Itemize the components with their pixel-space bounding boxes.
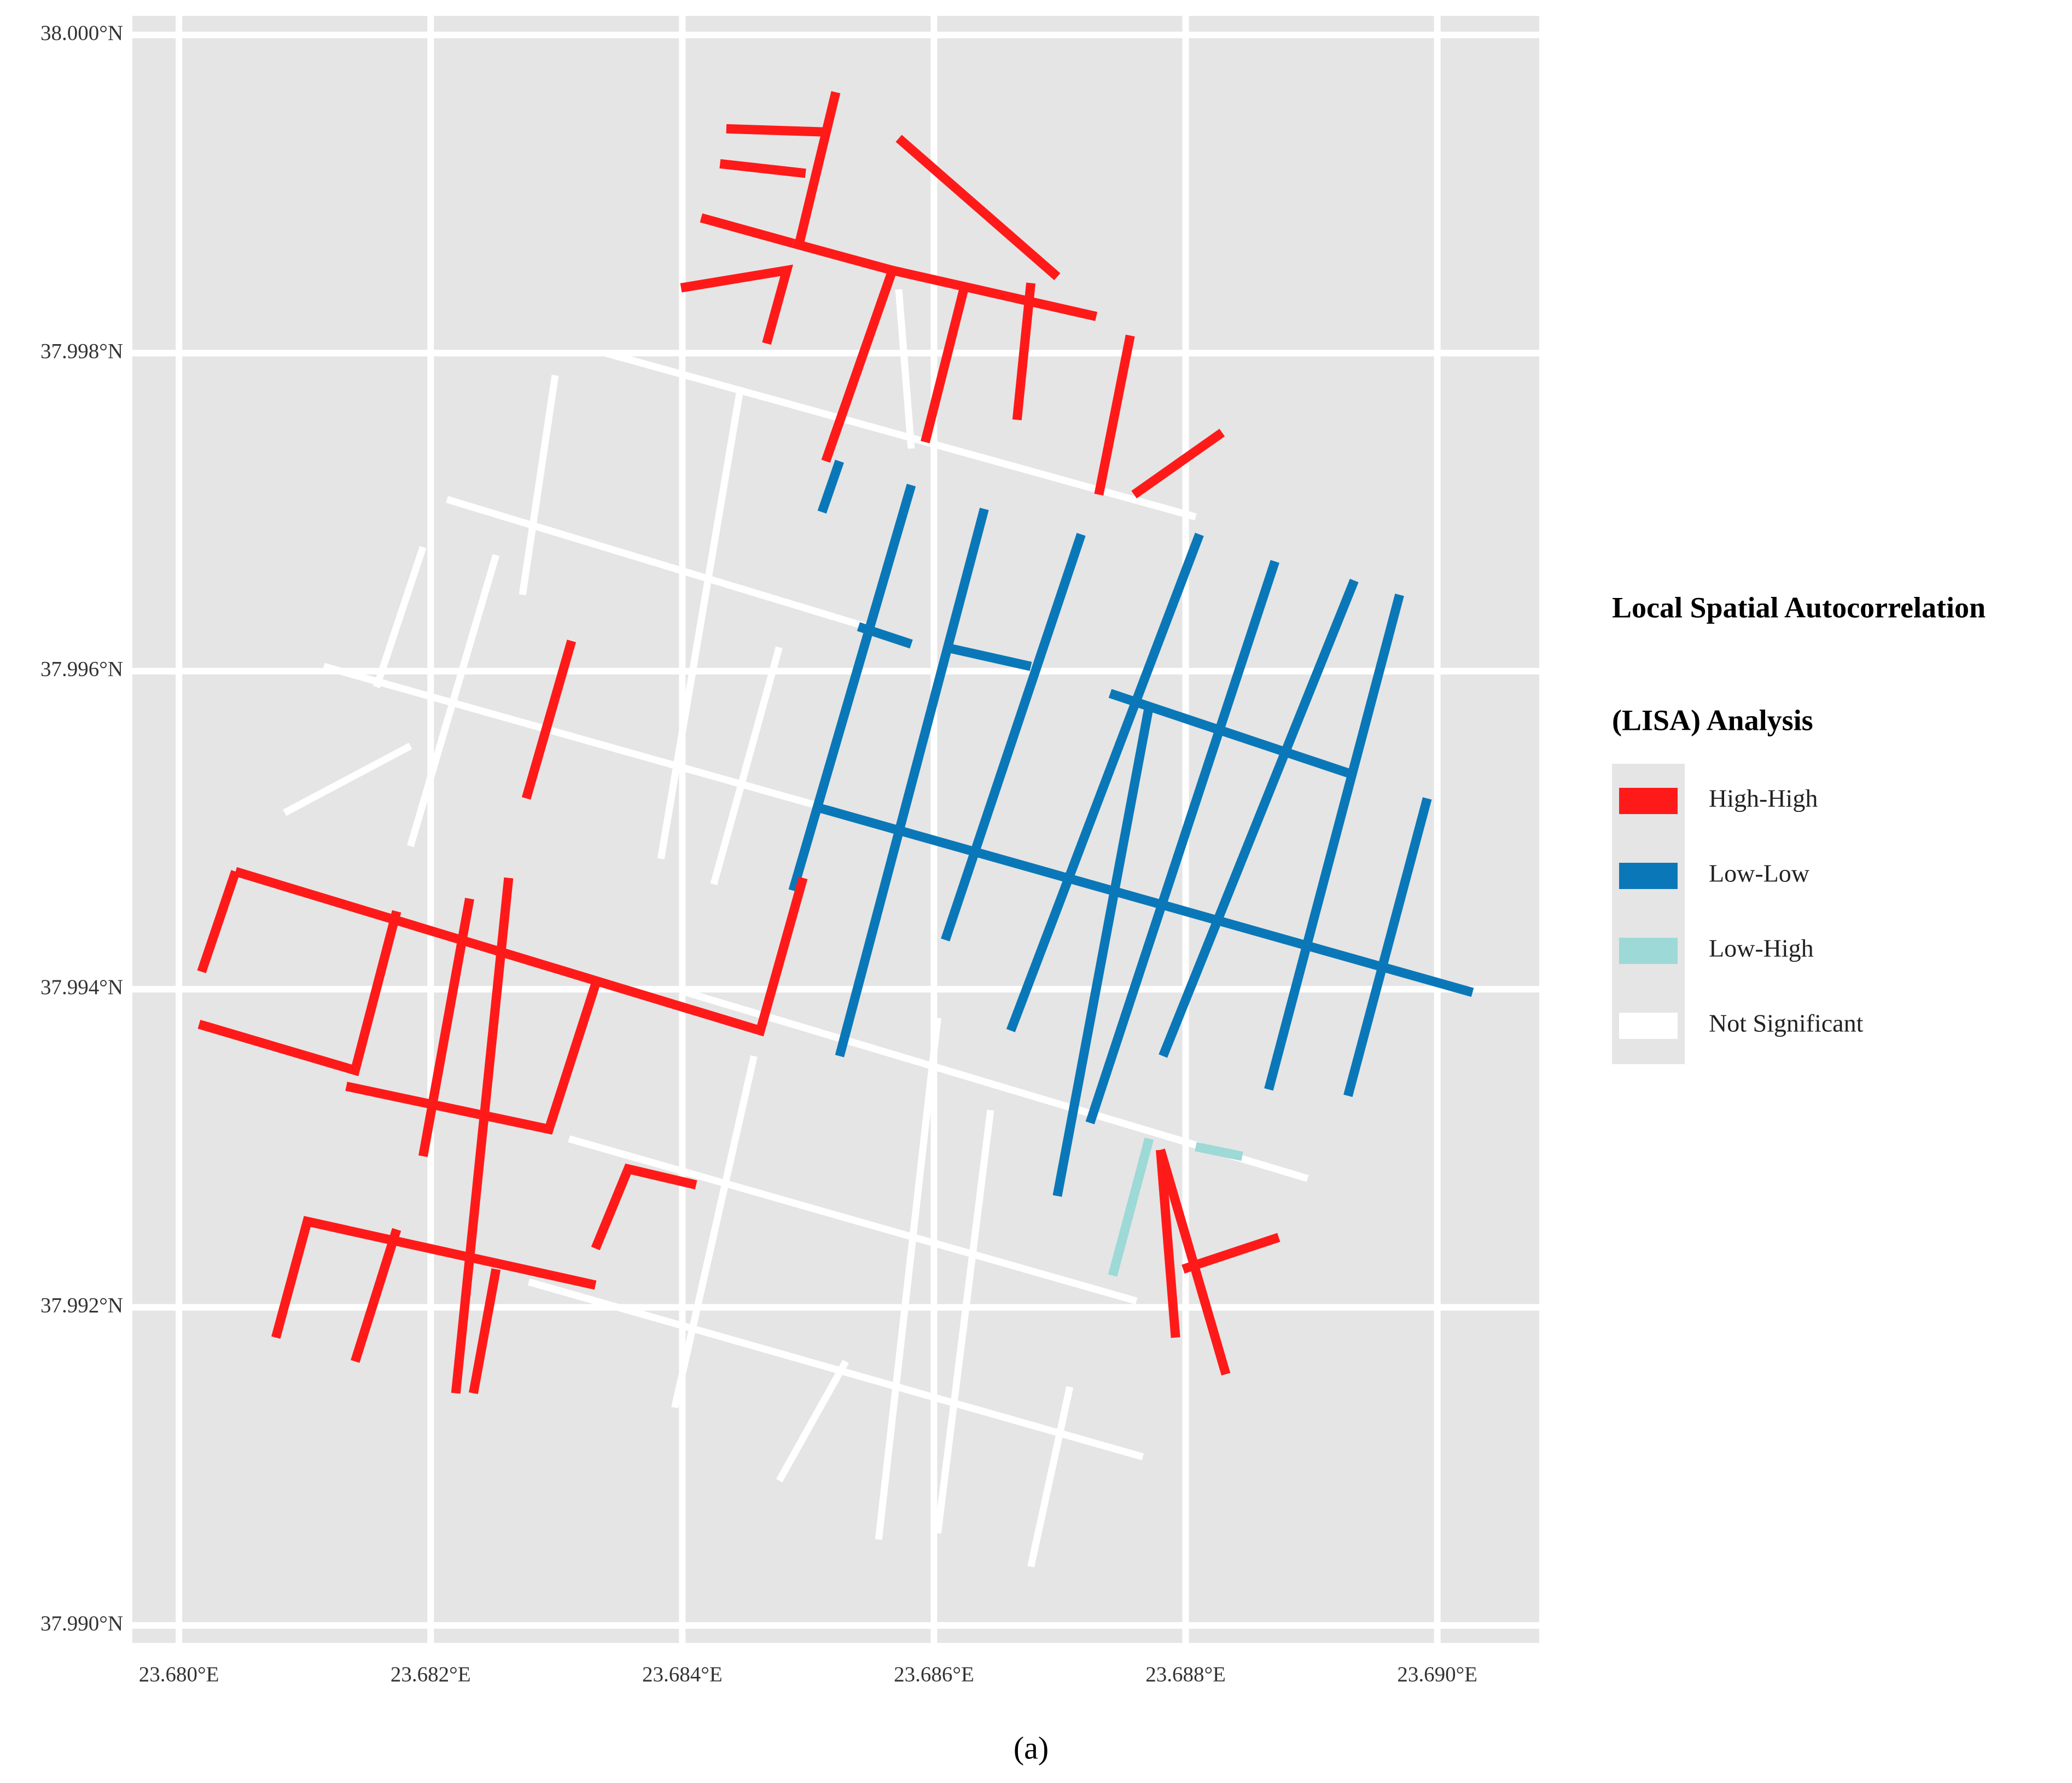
x-tick-label: 23.686°E bbox=[894, 1663, 974, 1686]
panel-background bbox=[132, 16, 1539, 1643]
legend-title: Local Spatial Autocorrelation bbox=[1612, 591, 1986, 624]
street-segment bbox=[835, 508, 989, 1058]
street-segment bbox=[271, 1216, 597, 1339]
x-tick-label: 23.688°E bbox=[1145, 1663, 1226, 1686]
street-segment bbox=[776, 1360, 849, 1483]
x-tick-label: 23.684°E bbox=[642, 1663, 723, 1686]
x-tick-label: 23.682°E bbox=[391, 1663, 471, 1686]
street-segment bbox=[521, 640, 577, 800]
street-segment bbox=[1159, 578, 1359, 1058]
street-segment bbox=[875, 1017, 941, 1540]
street-segment bbox=[891, 265, 1098, 321]
street-segment bbox=[1156, 1149, 1180, 1338]
legend: Local Spatial Autocorrelation (LISA) Ana… bbox=[1612, 591, 1986, 1064]
street-segment bbox=[1195, 1142, 1243, 1161]
y-tick-label: 38.000°N bbox=[40, 21, 123, 45]
legend-key bbox=[1619, 788, 1678, 814]
street-segment bbox=[921, 287, 969, 444]
y-tick-label: 37.996°N bbox=[40, 658, 123, 681]
x-tick-label: 23.690°E bbox=[1397, 1663, 1477, 1686]
street-segment bbox=[791, 239, 899, 463]
street-segment bbox=[700, 213, 795, 248]
street-segment bbox=[345, 983, 600, 1135]
street-segment bbox=[591, 1163, 697, 1251]
street-segment bbox=[1131, 428, 1225, 498]
y-tick-label: 37.998°N bbox=[40, 339, 123, 363]
street-segment bbox=[817, 460, 844, 514]
street-segment bbox=[469, 1268, 501, 1395]
street-segment bbox=[895, 135, 1061, 281]
street-segment bbox=[1264, 594, 1404, 1091]
street-segment bbox=[680, 264, 794, 345]
legend-label: High-High bbox=[1709, 785, 1818, 812]
y-tick-label: 37.992°N bbox=[40, 1294, 123, 1317]
legend-key bbox=[1619, 863, 1678, 889]
legend-label: Not Significant bbox=[1709, 1009, 1864, 1037]
street-segment bbox=[373, 545, 427, 688]
street-segment bbox=[857, 622, 913, 649]
street-segment bbox=[527, 1278, 1144, 1461]
street-segment bbox=[234, 867, 808, 1037]
streets bbox=[197, 91, 1474, 1567]
street-segment bbox=[197, 910, 401, 1077]
street-segment bbox=[446, 496, 868, 630]
street-segment bbox=[283, 742, 412, 816]
street-segment bbox=[941, 533, 1086, 942]
legend-label: Low-High bbox=[1709, 934, 1814, 962]
street-segment bbox=[710, 646, 783, 886]
street-segment bbox=[1108, 1137, 1154, 1277]
street-segment bbox=[1052, 705, 1154, 1197]
street-segment bbox=[451, 877, 514, 1394]
street-segment bbox=[719, 159, 806, 178]
street-segment bbox=[895, 289, 915, 449]
legend-key bbox=[1619, 938, 1678, 964]
y-tick-label: 37.990°N bbox=[40, 1612, 123, 1635]
legend-title: (LISA) Analysis bbox=[1612, 704, 1813, 736]
street-segment bbox=[788, 484, 916, 892]
street-segment bbox=[1006, 532, 1204, 1032]
street-segment bbox=[657, 389, 744, 859]
street-segment bbox=[351, 1228, 401, 1363]
street-segment bbox=[671, 1055, 758, 1409]
street-segment bbox=[944, 642, 1032, 671]
street-segment bbox=[519, 375, 559, 596]
street-segment bbox=[1085, 560, 1279, 1125]
street-segment bbox=[1094, 334, 1135, 496]
street-segment bbox=[197, 870, 240, 973]
street-segment bbox=[568, 1135, 1138, 1305]
x-tick-label: 23.680°E bbox=[139, 1663, 219, 1686]
legend-key bbox=[1619, 1013, 1678, 1039]
street-segment bbox=[818, 803, 1474, 997]
street-segment bbox=[1181, 1233, 1281, 1274]
street-segment bbox=[934, 1110, 994, 1534]
street-segment bbox=[795, 91, 841, 245]
street-segment bbox=[1012, 282, 1036, 421]
street-segment bbox=[1343, 797, 1432, 1097]
y-tick-label: 37.994°N bbox=[40, 975, 123, 999]
street-segment bbox=[418, 897, 474, 1157]
street-segment bbox=[726, 124, 826, 137]
street-segment bbox=[1027, 1386, 1074, 1567]
street-segment bbox=[407, 554, 500, 847]
axes: 23.680°E 23.682°E 23.684°E 23.686°E 23.688°E… bbox=[40, 21, 1477, 1686]
caption: (a) bbox=[1014, 1730, 1049, 1765]
legend-label: Low-Low bbox=[1709, 859, 1810, 887]
